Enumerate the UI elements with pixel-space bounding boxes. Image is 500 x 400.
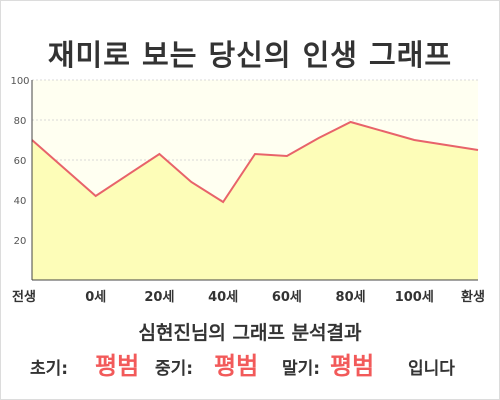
y-tick-label: 60 (14, 156, 27, 167)
middle-label: 중기: (155, 359, 194, 379)
verdict-row: 초기: 평범 중기: 평범 말기: 평범 입니다 (0, 346, 500, 382)
result-heading: 심현진님의 그래프 분석결과 (138, 322, 362, 344)
late-label: 말기: (282, 359, 321, 379)
life-line (31, 120, 479, 204)
x-tick-label: 20세 (144, 290, 174, 305)
x-tick-label: 0세 (85, 290, 106, 305)
x-tick-label: 40세 (208, 290, 238, 305)
late-value: 평범 (330, 352, 375, 380)
early-value: 평범 (95, 352, 140, 380)
result-suffix: 입니다 (408, 359, 455, 379)
life-graph-chart: 20 40 60 80 100 전생 0세 20세 40세 60세 80세 100세 환생 (10, 76, 485, 305)
page-title: 재미로 보는 당신의 인생 그래프 (47, 38, 453, 72)
x-tick-label: 환생 (461, 289, 485, 305)
x-tick-label: 전생 (12, 289, 36, 305)
x-tick-label: 80세 (336, 290, 366, 305)
y-tick-label: 100 (10, 76, 29, 87)
x-axis-ticks: 전생 0세 20세 40세 60세 80세 100세 환생 (12, 289, 485, 305)
y-tick-label: 80 (14, 116, 27, 127)
y-tick-label: 40 (14, 196, 27, 207)
y-axis-ticks: 20 40 60 80 100 (10, 76, 29, 247)
x-tick-label: 60세 (272, 290, 302, 305)
x-tick-label: 100세 (395, 290, 434, 305)
life-area-fill (32, 122, 478, 280)
early-label: 초기: (30, 359, 69, 379)
y-tick-label: 20 (14, 236, 27, 247)
middle-value: 평범 (214, 352, 259, 380)
